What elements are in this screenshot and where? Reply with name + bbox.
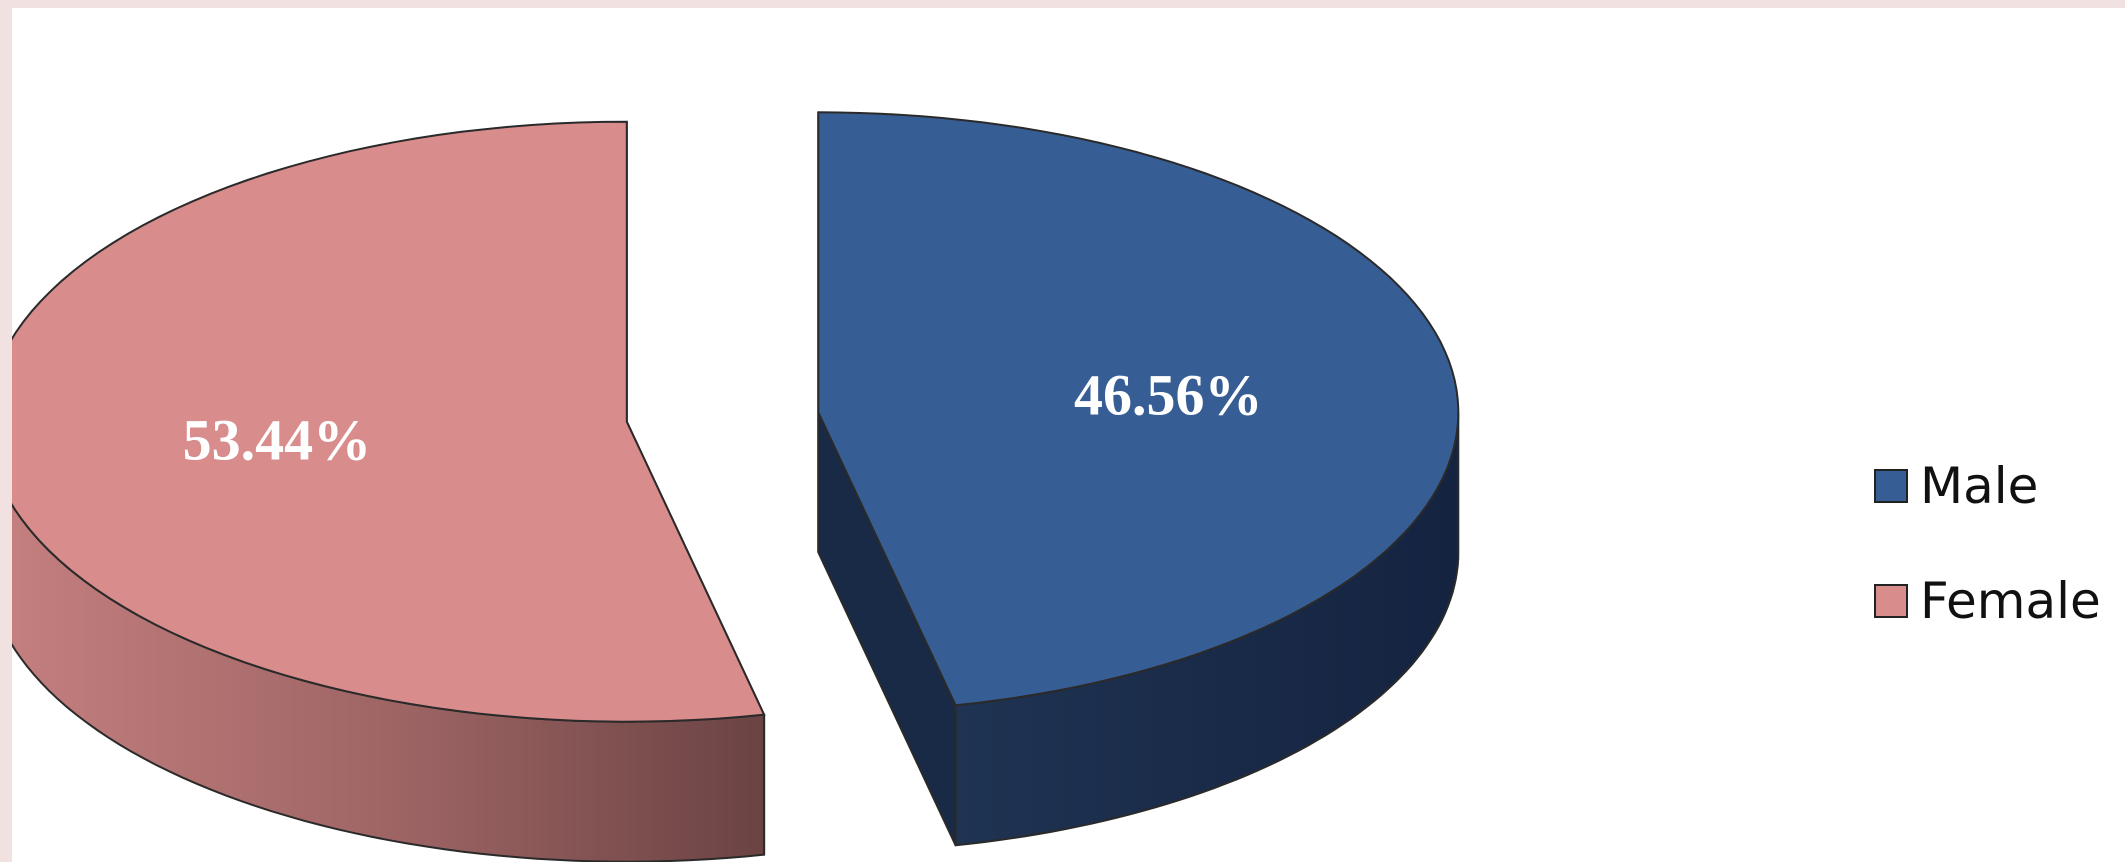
legend-label-female: Female: [1920, 572, 2101, 630]
legend-label-male: Male: [1920, 457, 2039, 515]
pie-slice-female: [12, 120, 766, 862]
slice-top-male: [817, 111, 1460, 707]
chart-frame: 46.56% 53.44% Male Female: [12, 8, 2125, 862]
chart-legend: Male Female: [1874, 456, 2101, 686]
slice-top-female: [12, 120, 766, 723]
legend-item-male: Male: [1874, 456, 2101, 516]
data-label-female: 53.44%: [183, 408, 372, 473]
pie-chart: 46.56% 53.44%: [12, 111, 1460, 862]
legend-swatch-male: [1874, 469, 1908, 503]
legend-swatch-female: [1874, 584, 1908, 618]
data-label-male: 46.56%: [1074, 363, 1263, 428]
legend-item-female: Female: [1874, 571, 2101, 631]
pie-slice-male: [817, 111, 1460, 847]
